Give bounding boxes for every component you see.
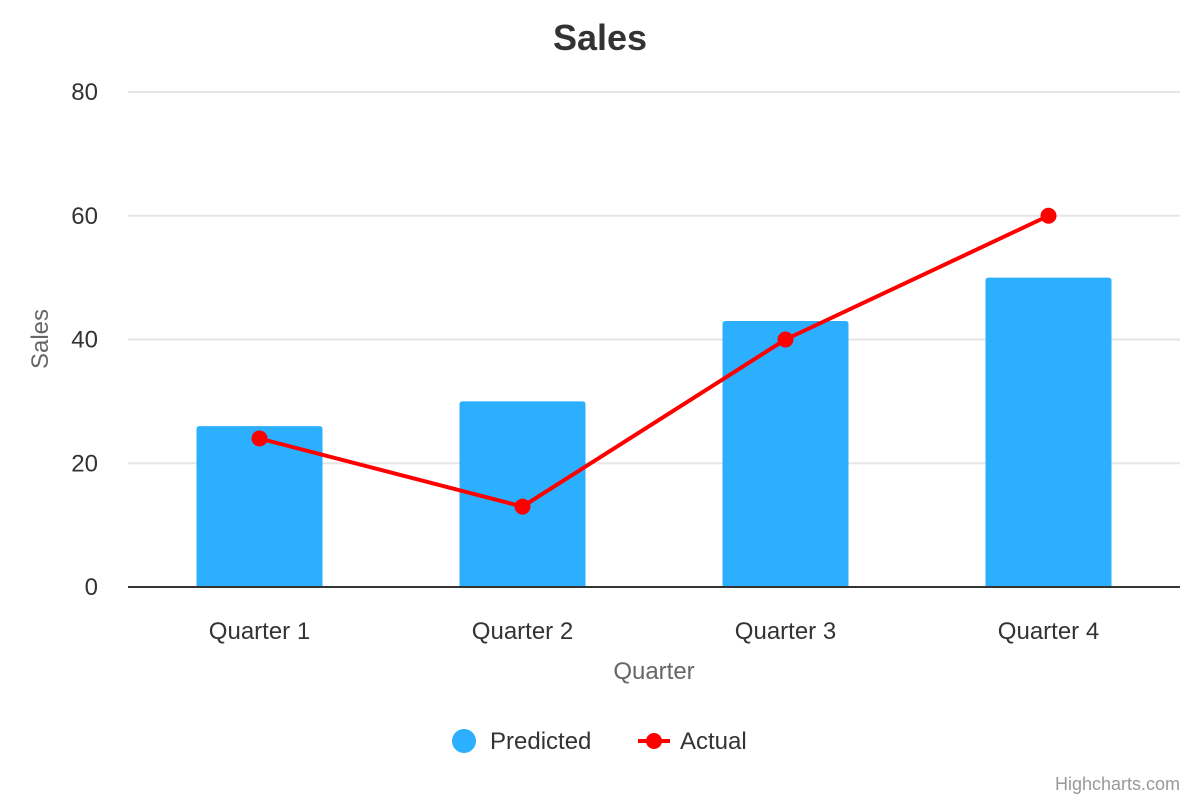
- actual-line: [257, 213, 1051, 509]
- x-axis-labels: Quarter 1 Quarter 2 Quarter 3 Quarter 4: [209, 618, 1099, 645]
- bar-quarter-4[interactable]: [985, 277, 1112, 587]
- y-tick-label: 80: [71, 79, 98, 106]
- actual-point-quarter-4[interactable]: [1040, 207, 1057, 224]
- legend-label-actual: Actual: [680, 728, 747, 755]
- credits-link[interactable]: Highcharts.com: [1055, 774, 1180, 794]
- chart-title: Sales: [553, 17, 647, 58]
- bar-series: [196, 277, 1112, 587]
- y-tick-label: 40: [71, 327, 98, 354]
- bar-quarter-1[interactable]: [196, 426, 323, 587]
- x-tick-label: Quarter 2: [472, 618, 573, 645]
- legend-symbol-predicted: [452, 729, 476, 753]
- x-tick-label: Quarter 4: [998, 618, 1099, 645]
- y-tick-label: 0: [85, 574, 98, 601]
- actual-point-quarter-3[interactable]: [777, 331, 794, 348]
- legend-item-actual[interactable]: Actual: [638, 728, 747, 755]
- y-axis-title: Sales: [27, 309, 54, 369]
- bar-quarter-2[interactable]: [459, 401, 586, 587]
- legend-item-predicted[interactable]: Predicted: [452, 728, 591, 755]
- line-series: [251, 207, 1057, 515]
- y-axis-labels: 0 20 40 60 80: [71, 79, 98, 601]
- x-axis-title: Quarter: [613, 658, 694, 685]
- x-tick-label: Quarter 3: [735, 618, 836, 645]
- legend: Predicted Actual: [452, 728, 747, 755]
- x-tick-label: Quarter 1: [209, 618, 310, 645]
- y-tick-label: 60: [71, 203, 98, 230]
- legend-marker-actual: [646, 733, 662, 749]
- bar-quarter-3[interactable]: [722, 320, 849, 587]
- y-tick-label: 20: [71, 450, 98, 477]
- actual-point-quarter-1[interactable]: [251, 430, 268, 447]
- legend-label-predicted: Predicted: [490, 728, 591, 755]
- actual-point-quarter-2[interactable]: [514, 498, 531, 515]
